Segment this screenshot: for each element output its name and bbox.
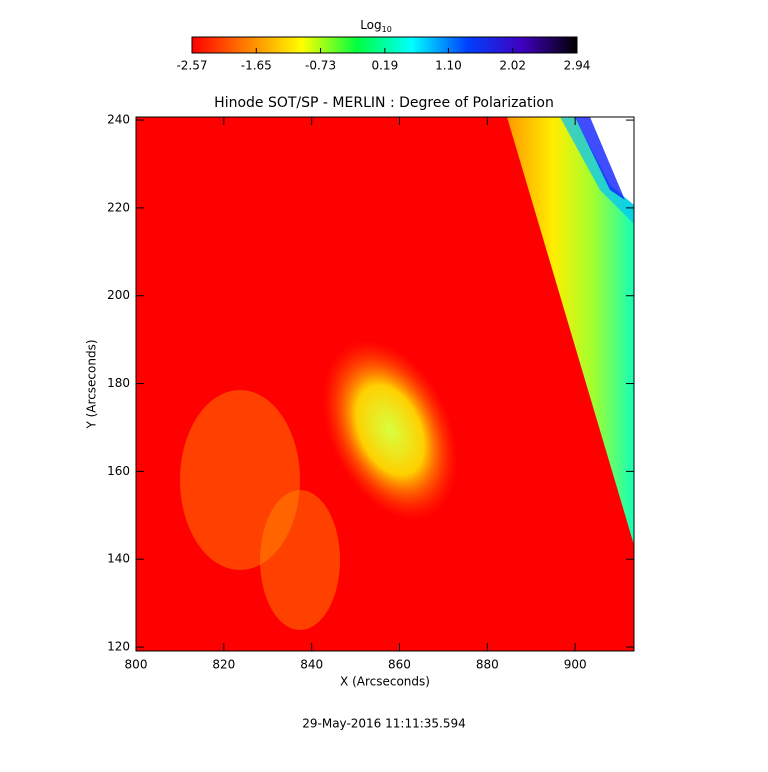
x-tick-label: 860 — [388, 658, 411, 672]
x-tick-label: 840 — [300, 658, 323, 672]
y-tick-label: 160 — [107, 464, 130, 478]
colorbar-tick-label: 2.94 — [564, 59, 591, 73]
colorbar-tick-label: -2.57 — [176, 59, 207, 73]
colorbar-tick-label: 0.19 — [371, 59, 398, 73]
x-axis-label: X (Arcseconds) — [340, 675, 430, 689]
chart-title: Hinode SOT/SP - MERLIN : Degree of Polar… — [214, 95, 554, 111]
y-tick-label: 220 — [107, 200, 130, 214]
colorbar-tick-label: -0.73 — [305, 59, 336, 73]
x-tick-label: 900 — [564, 658, 587, 672]
footer-date: 29-May-2016 11:11:35.594 — [302, 717, 466, 731]
x-tick-label: 820 — [212, 658, 235, 672]
colorbar-label-main: Log — [360, 18, 381, 32]
colorbar-label-subscript: 10 — [382, 25, 392, 34]
x-tick-label: 800 — [125, 658, 148, 672]
y-tick-label: 180 — [107, 376, 130, 390]
y-tick-label: 240 — [107, 113, 130, 127]
colorbar-label: Log10 — [360, 18, 392, 34]
y-tick-label: 120 — [107, 640, 130, 654]
colorbar-tick-label: 2.02 — [499, 59, 526, 73]
y-tick-label: 200 — [107, 288, 130, 302]
heatmap — [136, 117, 634, 651]
colorbar-tick-label: -1.65 — [241, 59, 272, 73]
x-tick-label: 880 — [476, 658, 499, 672]
y-tick-label: 140 — [107, 552, 130, 566]
y-axis-label: Y (Arcseconds) — [85, 339, 99, 429]
colorbar-tick-label: 1.10 — [435, 59, 462, 73]
